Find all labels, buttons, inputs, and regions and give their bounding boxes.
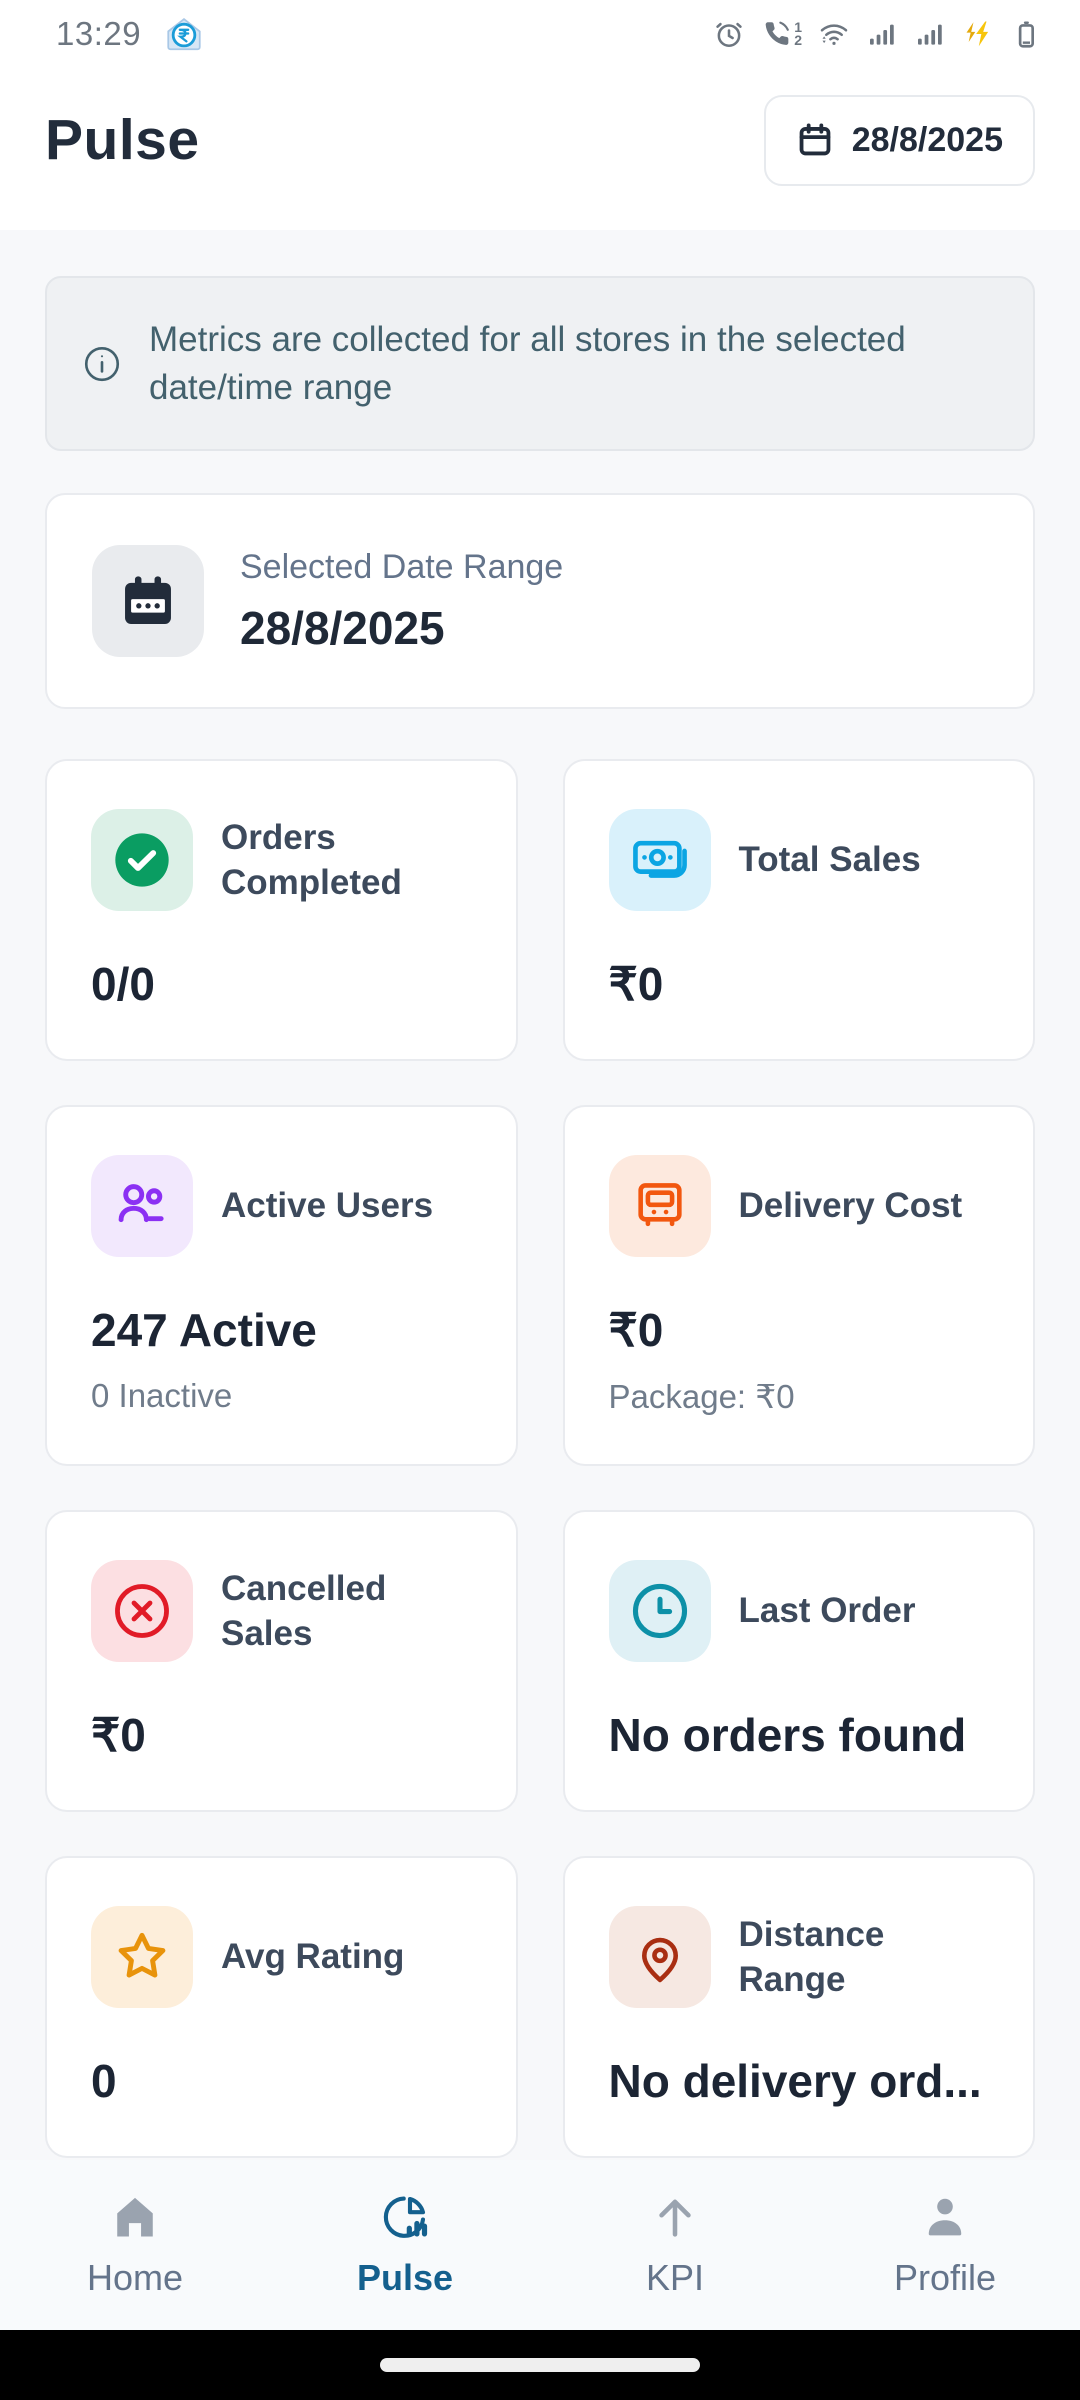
date-range-label: Selected Date Range (240, 547, 564, 586)
calendar-icon (125, 576, 171, 625)
info-banner-text: Metrics are collected for all stores in … (149, 320, 906, 407)
gesture-pill[interactable] (380, 2358, 700, 2372)
date-picker-button[interactable]: 28/8/2025 (763, 94, 1035, 186)
battery-icon (1018, 21, 1034, 48)
delivery-truck-icon (637, 1183, 682, 1227)
status-time: 13:29 (56, 15, 142, 52)
nav-item-kpi[interactable]: KPI (540, 2191, 810, 2299)
star-icon (118, 1933, 166, 1978)
card-label: Distance Range (738, 1914, 885, 2000)
card-label: Cancelled Sales (221, 1568, 387, 1654)
distance-range-card: Distance Range No delivery ord... (562, 1856, 1035, 2159)
map-pin-icon (641, 1937, 678, 1983)
nav-label: Pulse (356, 2257, 454, 2298)
map-pin-tile (608, 1906, 711, 2009)
orders-completed-card: Orders Completed 0/0 (45, 759, 518, 1062)
x-circle-icon (115, 1584, 169, 1639)
clock-icon (632, 1584, 687, 1639)
home-icon (117, 2197, 153, 2237)
rupee-home-app-icon (167, 18, 201, 51)
clock-tile (608, 1560, 711, 1663)
flash-icon (966, 21, 989, 47)
card-label: Total Sales (738, 840, 921, 880)
card-value: ₹0 (608, 1304, 664, 1357)
card-value: ₹0 (608, 958, 664, 1011)
star-tile (91, 1906, 193, 2009)
card-value: No delivery ord... (608, 2055, 982, 2108)
signal-icon-2 (918, 24, 942, 45)
date-picker-label: 28/8/2025 (851, 120, 1003, 159)
users-icon (118, 1184, 164, 1223)
card-label: Orders Completed (221, 817, 402, 903)
wifi-icon (820, 24, 848, 45)
cancelled-sales-card: Cancelled Sales ₹0 (45, 1510, 518, 1813)
total-sales-card: Total Sales ₹0 (562, 759, 1035, 1062)
last-order-card: Last Order No orders found (562, 1510, 1035, 1813)
card-label: Avg Rating (221, 1937, 405, 1977)
alarm-icon (716, 22, 742, 47)
gesture-bar (0, 2330, 1080, 2400)
active-users-card: Active Users 247 Active 0 Inactive (45, 1105, 518, 1467)
card-label: Last Order (738, 1591, 916, 1631)
content: Metrics are collected for all stores in … (0, 230, 1080, 2160)
selected-date-range-card: Selected Date Range 28/8/2025 (45, 493, 1035, 710)
banknote-tile (608, 809, 711, 912)
header: Pulse 28/8/2025 (0, 64, 1080, 230)
person-icon (928, 2198, 962, 2236)
nav-label: KPI (645, 2257, 705, 2298)
truck-tile (608, 1155, 711, 1258)
nav-item-pulse[interactable]: Pulse (270, 2191, 540, 2299)
calendar-tile (92, 545, 204, 658)
info-icon (84, 346, 120, 381)
pie-chart-bars-icon (383, 2196, 428, 2238)
delivery-cost-card: Delivery Cost ₹0 Package: ₹0 (562, 1105, 1035, 1467)
banknote-icon (632, 841, 687, 879)
metrics-grid: Orders Completed 0/0 Total Sales ₹0 (45, 759, 1035, 2159)
check-tile (91, 809, 193, 912)
card-label: Delivery Cost (738, 1186, 963, 1226)
signal-icon (870, 24, 894, 45)
card-value: No orders found (608, 1709, 967, 1762)
card-label: Active Users (221, 1186, 434, 1226)
calendar-icon (799, 123, 831, 156)
nav-label: Profile (893, 2257, 997, 2298)
nav-item-home[interactable]: Home (0, 2191, 270, 2299)
card-value: 247 Active (91, 1304, 317, 1357)
card-value: 0 (91, 2055, 117, 2108)
card-subtitle: Package: ₹0 (608, 1378, 795, 1416)
card-value: ₹0 (91, 1709, 146, 1762)
avg-rating-card: Avg Rating 0 (45, 1856, 518, 2159)
check-circle-icon (115, 833, 169, 887)
users-tile (91, 1155, 193, 1258)
card-value: 0/0 (91, 958, 155, 1011)
nav-label: Home (86, 2257, 184, 2298)
bottom-nav: Home Pulse KPI Profile (0, 2160, 1080, 2330)
nav-item-profile[interactable]: Profile (810, 2191, 1080, 2299)
card-subtitle: 0 Inactive (91, 1377, 233, 1415)
x-circle-tile (91, 1560, 193, 1663)
page-title: Pulse (45, 108, 200, 172)
info-banner: Metrics are collected for all stores in … (45, 276, 1035, 452)
arrow-up-icon (659, 2199, 691, 2237)
date-range-value: 28/8/2025 (240, 601, 445, 654)
